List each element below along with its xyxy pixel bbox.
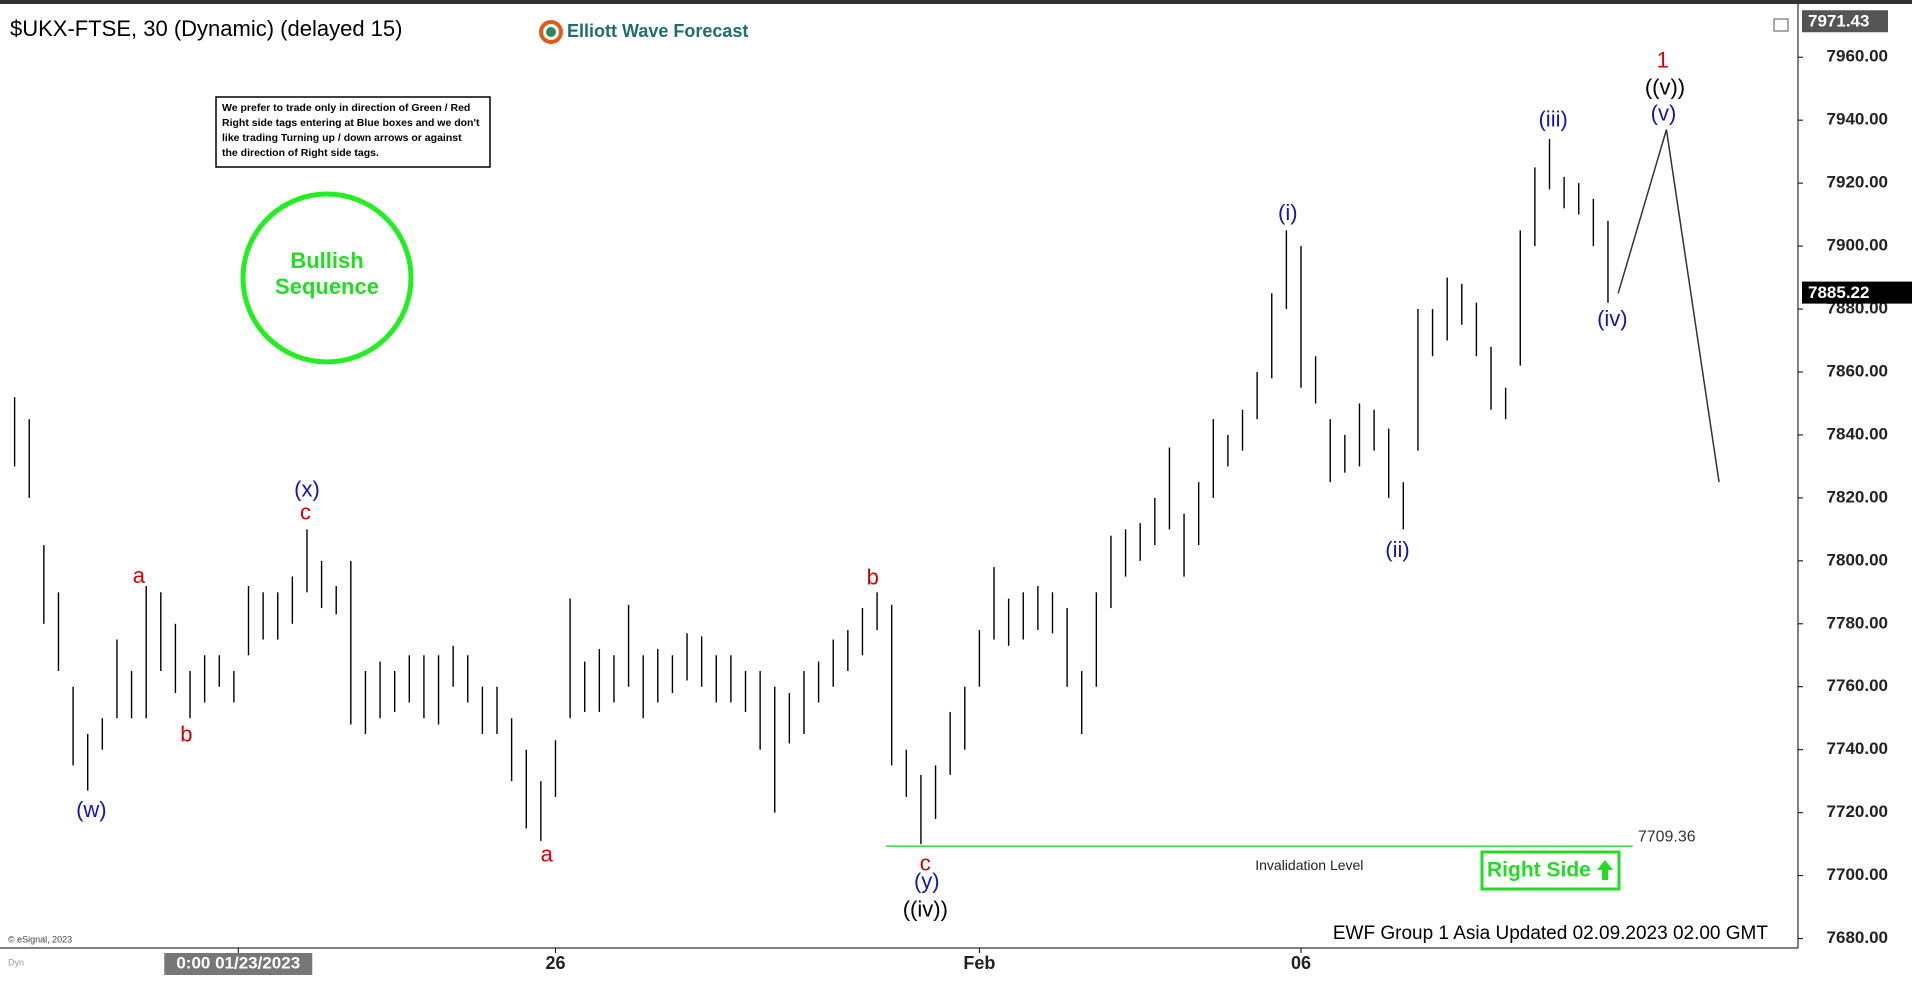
note-line: We prefer to trade only in direction of … <box>222 102 470 114</box>
y-tick-label: 7840.00 <box>1827 424 1888 443</box>
wave-label: b <box>180 721 192 746</box>
projection-line <box>1617 129 1720 483</box>
badge-text: Bullish <box>290 248 363 273</box>
price-marker-box <box>1802 10 1888 33</box>
badge-text: Sequence <box>275 274 379 299</box>
chart-title: $UKX-FTSE, 30 (Dynamic) (delayed 15) <box>10 16 402 41</box>
note-line: the direction of Right side tags. <box>222 147 379 159</box>
y-tick-label: 7800.00 <box>1827 550 1888 569</box>
invalidation-value: 7709.36 <box>1638 828 1696 845</box>
wave-label: (i) <box>1278 200 1298 225</box>
y-tick-label: 7760.00 <box>1827 676 1888 695</box>
invalidation-label: Invalidation Level <box>1255 857 1363 873</box>
panel-icon <box>1773 18 1789 32</box>
price-marker-label: 7971.43 <box>1808 12 1869 31</box>
wave-label: (v) <box>1651 100 1677 125</box>
wave-label: (iv) <box>1597 306 1628 331</box>
y-tick-label: 7740.00 <box>1827 739 1888 758</box>
right-side-box <box>1480 850 1621 891</box>
wave-label: (y) <box>914 868 940 893</box>
copyright: © eSignal, 2023 <box>8 934 72 944</box>
wave-label: (ii) <box>1385 537 1409 562</box>
y-tick-label: 7940.00 <box>1827 110 1888 129</box>
note-line: like trading Turning up / down arrows or… <box>222 132 462 144</box>
right-side-text: Right Side <box>1487 859 1591 882</box>
y-tick-label: 7700.00 <box>1827 865 1888 884</box>
wave-label: (w) <box>76 797 107 822</box>
logo-icon-center <box>546 27 556 37</box>
x-tick-label: 06 <box>1291 953 1311 973</box>
badge-circle <box>240 191 414 365</box>
wave-label: c <box>920 850 931 875</box>
wave-label: (iii) <box>1538 106 1567 131</box>
logo-icon <box>539 20 563 44</box>
footer: EWF Group 1 Asia Updated 02.09.2023 02.0… <box>1333 923 1769 944</box>
y-tick-label: 7900.00 <box>1827 236 1888 255</box>
corner-label: Dyn <box>8 957 24 967</box>
note-line: Right side tags entering at Blue boxes a… <box>222 117 480 129</box>
x-tick-label: 0:00 01/23/2023 <box>176 953 300 972</box>
wave-label: c <box>300 499 311 524</box>
logo: Elliott Wave Forecast <box>539 20 748 44</box>
y-tick-label: 7820.00 <box>1827 487 1888 506</box>
top-border <box>0 0 1912 4</box>
wave-label: a <box>133 563 146 588</box>
y-tick-label: 7860.00 <box>1827 361 1888 380</box>
y-tick-label: 7960.00 <box>1827 47 1888 66</box>
price-marker-box <box>1802 281 1912 304</box>
y-tick-label: 7920.00 <box>1827 173 1888 192</box>
right-side-arrow <box>1597 860 1613 880</box>
y-tick-label: 7720.00 <box>1827 802 1888 821</box>
x-tick-label: Feb <box>963 953 995 973</box>
wave-label: b <box>867 564 879 589</box>
crosshair-label-box <box>164 953 313 975</box>
x-tick-label: 26 <box>545 953 565 973</box>
wave-label: a <box>541 842 554 867</box>
logo-text: Elliott Wave Forecast <box>567 21 748 41</box>
note-box <box>215 96 491 168</box>
wave-label: ((v)) <box>1645 75 1685 100</box>
y-tick-label: 7680.00 <box>1827 928 1888 947</box>
wave-label: (x) <box>294 476 320 501</box>
wave-label: ((iv)) <box>903 896 948 921</box>
y-tick-label: 7780.00 <box>1827 613 1888 632</box>
wave-label: 1 <box>1657 48 1669 73</box>
price-marker-label: 7885.22 <box>1808 283 1869 302</box>
